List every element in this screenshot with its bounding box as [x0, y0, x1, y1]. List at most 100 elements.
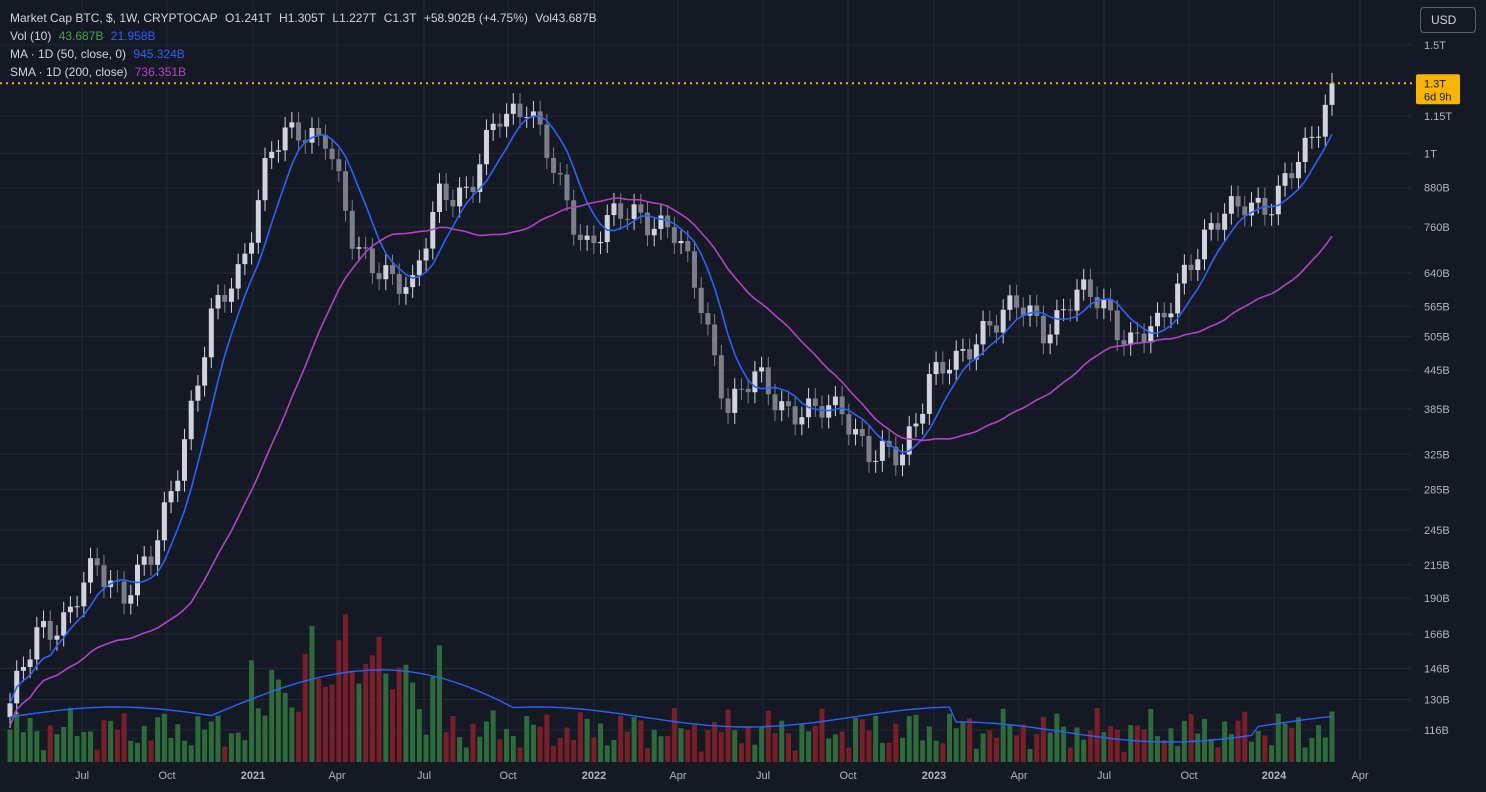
- sma-indicator-legend[interactable]: SMA · 1D (200, close) 736.351B: [10, 63, 601, 81]
- volume-bar: [772, 733, 778, 762]
- y-tick-label: 325B: [1424, 449, 1450, 461]
- volume-bar: [1195, 733, 1201, 762]
- candle-body: [906, 426, 912, 455]
- candle-body: [1081, 279, 1087, 290]
- volume-bar: [638, 720, 644, 762]
- currency-button[interactable]: USD: [1420, 7, 1476, 33]
- volume-bar: [483, 721, 489, 762]
- candle-body: [678, 240, 684, 244]
- vol-indicator-legend[interactable]: Vol (10) 43.687B 21.958B: [10, 27, 601, 45]
- volume-bar: [316, 678, 322, 762]
- volume-bar: [1155, 736, 1161, 762]
- ma-indicator-legend[interactable]: MA · 1D (50, close, 0) 945.324B: [10, 45, 601, 63]
- candle-body: [47, 621, 53, 640]
- volume-bar: [685, 729, 691, 762]
- volume-bar: [799, 723, 805, 762]
- volume-bar: [443, 732, 449, 762]
- y-tick-label: 1.15T: [1424, 111, 1452, 123]
- volume-bar: [34, 731, 40, 762]
- volume-bar: [765, 710, 771, 762]
- volume-bar: [712, 722, 718, 762]
- volume-bar: [1275, 713, 1281, 762]
- candle-body: [249, 242, 255, 254]
- volume-bar: [1067, 747, 1073, 762]
- candle-body: [436, 183, 442, 212]
- candle-body: [322, 135, 328, 149]
- volume-bar: [161, 713, 167, 762]
- candle-body: [242, 253, 248, 265]
- candle-body: [376, 273, 382, 280]
- candle-body: [866, 435, 872, 462]
- y-tick-label: 1.5T: [1424, 40, 1446, 52]
- candle-body: [745, 388, 751, 393]
- x-tick-label: Jul: [756, 770, 770, 782]
- candle-body: [846, 414, 852, 435]
- candle-body: [1054, 310, 1060, 335]
- candle-body: [1295, 161, 1301, 179]
- volume-bar: [215, 715, 221, 762]
- volume-bar: [289, 707, 295, 762]
- candle-body: [577, 234, 583, 240]
- volume-bar: [148, 740, 154, 762]
- volume-bar: [54, 734, 60, 762]
- candle-body: [121, 581, 127, 604]
- candle-body: [785, 401, 791, 407]
- symbol-title: Market Cap BTC, $, 1W, CRYPTOCAP: [10, 11, 218, 25]
- candle-body: [175, 480, 181, 492]
- volume-bar: [376, 636, 382, 762]
- volume-bar: [343, 614, 349, 762]
- volume-bar: [1316, 725, 1322, 762]
- volume-bar: [752, 744, 758, 762]
- volume-bar: [1128, 725, 1134, 762]
- volume-bar: [1329, 711, 1335, 762]
- candle-body: [155, 540, 161, 565]
- candle-body: [1128, 332, 1134, 345]
- volume-bar: [1007, 724, 1013, 762]
- volume-bar: [946, 713, 952, 762]
- candle-body: [181, 439, 187, 481]
- candle-body: [638, 204, 644, 213]
- volume-bar: [846, 747, 852, 762]
- volume-bar: [1188, 714, 1194, 762]
- volume-bar: [195, 716, 201, 762]
- candle-body: [1094, 297, 1100, 309]
- y-tick-label: 130B: [1424, 695, 1450, 707]
- volume-bar: [275, 679, 281, 762]
- candle-body: [1067, 309, 1073, 311]
- candle-body: [483, 129, 489, 165]
- volume-bar: [497, 739, 503, 762]
- y-tick-label: 166B: [1424, 629, 1450, 641]
- volume-bar: [866, 730, 872, 762]
- candle-body: [611, 203, 617, 216]
- candle-body: [349, 210, 355, 249]
- candle-body: [1201, 229, 1207, 260]
- candle-body: [718, 355, 724, 399]
- volume-bar: [47, 725, 53, 762]
- volume-bar: [94, 749, 100, 762]
- volume-bar: [967, 718, 973, 762]
- volume-bar: [1114, 729, 1120, 762]
- vol-indicator-value: 43.687B: [58, 29, 104, 43]
- candle-body: [34, 627, 40, 660]
- volume-bar: [1108, 726, 1114, 762]
- volume-bar: [1168, 728, 1174, 762]
- volume-bar: [853, 717, 859, 762]
- candle-body: [396, 274, 402, 294]
- sma-indicator-value: 736.351B: [134, 65, 187, 79]
- vol-indicator-label: Vol (10): [10, 29, 52, 43]
- candle-body: [698, 287, 704, 314]
- y-tick-label: 116B: [1424, 725, 1449, 737]
- candle-body: [20, 667, 26, 671]
- candle-body: [356, 247, 362, 249]
- y-tick-label: 285B: [1424, 484, 1450, 496]
- candle-body: [946, 369, 952, 374]
- volume-bar: [879, 742, 885, 762]
- candle-body: [1168, 313, 1174, 318]
- candle-body: [228, 288, 234, 302]
- candle-body: [779, 401, 785, 411]
- candle-body: [1329, 83, 1335, 105]
- candle-body: [618, 203, 624, 219]
- volume-bar: [1101, 732, 1107, 762]
